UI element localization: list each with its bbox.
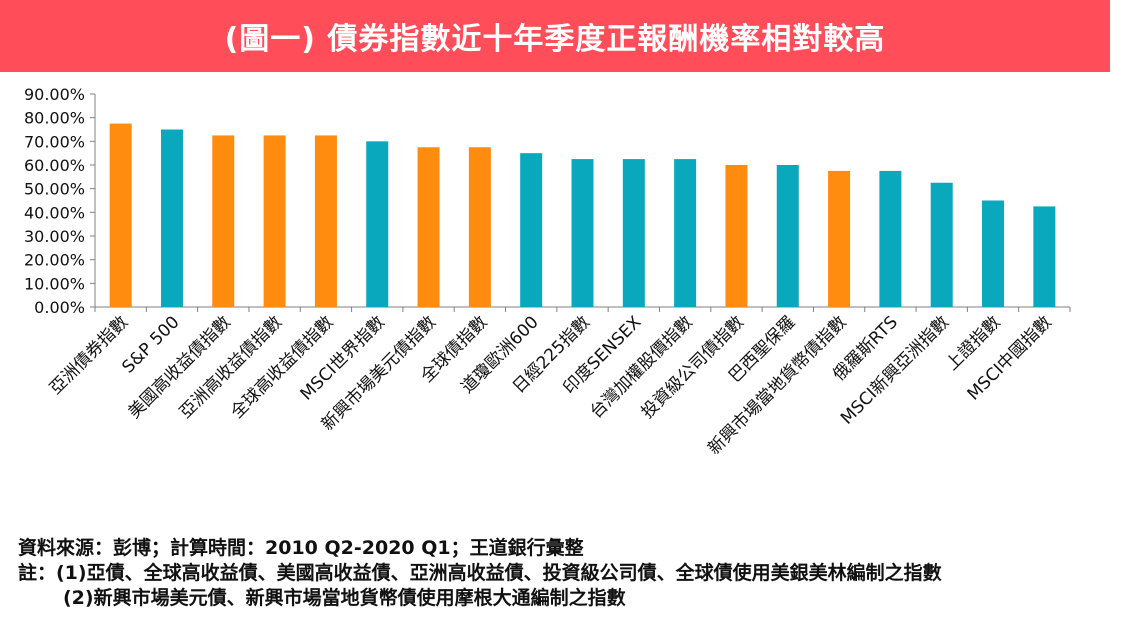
bar <box>160 129 183 307</box>
bar <box>212 135 235 307</box>
bar <box>828 170 851 307</box>
bar <box>571 159 594 307</box>
bar <box>622 159 645 307</box>
y-tick-label: 80.00% <box>24 109 85 128</box>
y-tick-label: 0.00% <box>34 298 85 317</box>
bar <box>1033 206 1056 307</box>
page-title: (圖一) 債券指數近十年季度正報酬機率相對較高 <box>224 22 886 57</box>
bar <box>982 200 1005 307</box>
title-banner: (圖一) 債券指數近十年季度正報酬機率相對較高 <box>0 0 1110 72</box>
y-tick-label: 60.00% <box>24 156 85 175</box>
y-tick-label: 90.00% <box>24 85 85 104</box>
bar <box>776 165 799 307</box>
bar <box>674 159 697 307</box>
y-tick-label: 40.00% <box>24 203 85 222</box>
y-tick-label: 10.00% <box>24 274 85 293</box>
footnote-1: 註：(1)亞債、全球高收益債、美國高收益債、亞洲高收益債、投資級公司債、全球債使… <box>18 562 942 584</box>
bar <box>468 147 491 307</box>
bar <box>263 135 286 307</box>
source-note: 資料來源：彭博；計算時間：2010 Q2-2020 Q1；王道銀行彙整 <box>18 537 584 559</box>
y-tick-label: 30.00% <box>24 227 85 246</box>
bar <box>725 165 748 307</box>
bar <box>520 153 543 307</box>
bar <box>366 141 389 307</box>
bar <box>109 123 132 307</box>
bar <box>930 182 953 307</box>
bar <box>417 147 440 307</box>
bar <box>314 135 337 307</box>
y-tick-label: 20.00% <box>24 251 85 270</box>
footnotes: 資料來源：彭博；計算時間：2010 Q2-2020 Q1；王道銀行彙整 註：(1… <box>18 536 942 611</box>
bar <box>879 170 902 307</box>
footnote-2: (2)新興市場美元債、新興市場當地貨幣債使用摩根大通編制之指數 <box>63 587 626 609</box>
y-tick-label: 70.00% <box>24 132 85 151</box>
y-tick-label: 50.00% <box>24 180 85 199</box>
bar-chart: 0.00% 10.00% 20.00% 30.00% 40.00% 50.00% 60.00… <box>24 85 1071 459</box>
x-tick-label: 亞洲債券指數 <box>46 312 132 398</box>
